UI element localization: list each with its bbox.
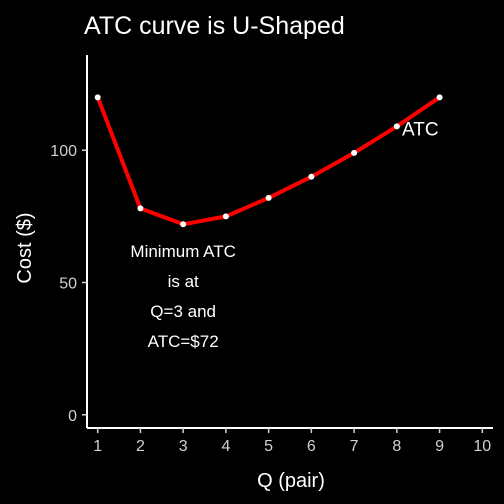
- data-point: [436, 94, 443, 101]
- x-tick-label: 3: [179, 438, 188, 455]
- x-tick-label: 4: [221, 438, 230, 455]
- data-point: [94, 94, 101, 101]
- x-tick-label: 8: [392, 438, 401, 455]
- atc-line: [95, 95, 442, 227]
- data-point: [222, 213, 229, 220]
- x-tick-label: 2: [136, 438, 145, 455]
- x-tick-label: 5: [264, 438, 273, 455]
- axes: [86, 55, 493, 429]
- data-points: [94, 94, 443, 228]
- data-point: [351, 149, 358, 156]
- annotation-line: Q=3 and: [150, 302, 216, 321]
- annotation-line: Minimum ATC: [130, 242, 235, 261]
- series-line-atc: [95, 95, 442, 227]
- y-tick-label: 0: [68, 408, 77, 425]
- series-label-atc: ATC: [402, 119, 439, 140]
- x-tick-label: 7: [350, 438, 359, 455]
- y-tick-label: 100: [50, 143, 77, 160]
- data-point: [393, 123, 400, 130]
- data-point: [180, 221, 187, 228]
- x-tick-label: 10: [473, 438, 491, 455]
- annotation-line: ATC=$72: [148, 332, 219, 351]
- x-axis-label: Q (pair): [257, 470, 325, 492]
- x-tick-label: 6: [307, 438, 316, 455]
- y-tick-label: 50: [59, 276, 77, 293]
- data-point: [265, 194, 272, 201]
- chart-title: ATC curve is U-Shaped: [84, 12, 345, 40]
- data-point: [137, 205, 144, 212]
- y-axis-label: Cost ($): [14, 212, 36, 283]
- minimum-annotation: Minimum ATC is at Q=3 and ATC=$72: [130, 242, 235, 351]
- x-tick-label: 1: [93, 438, 102, 455]
- annotation-line: is at: [168, 272, 199, 291]
- x-tick-label: 9: [435, 438, 444, 455]
- data-point: [308, 173, 315, 180]
